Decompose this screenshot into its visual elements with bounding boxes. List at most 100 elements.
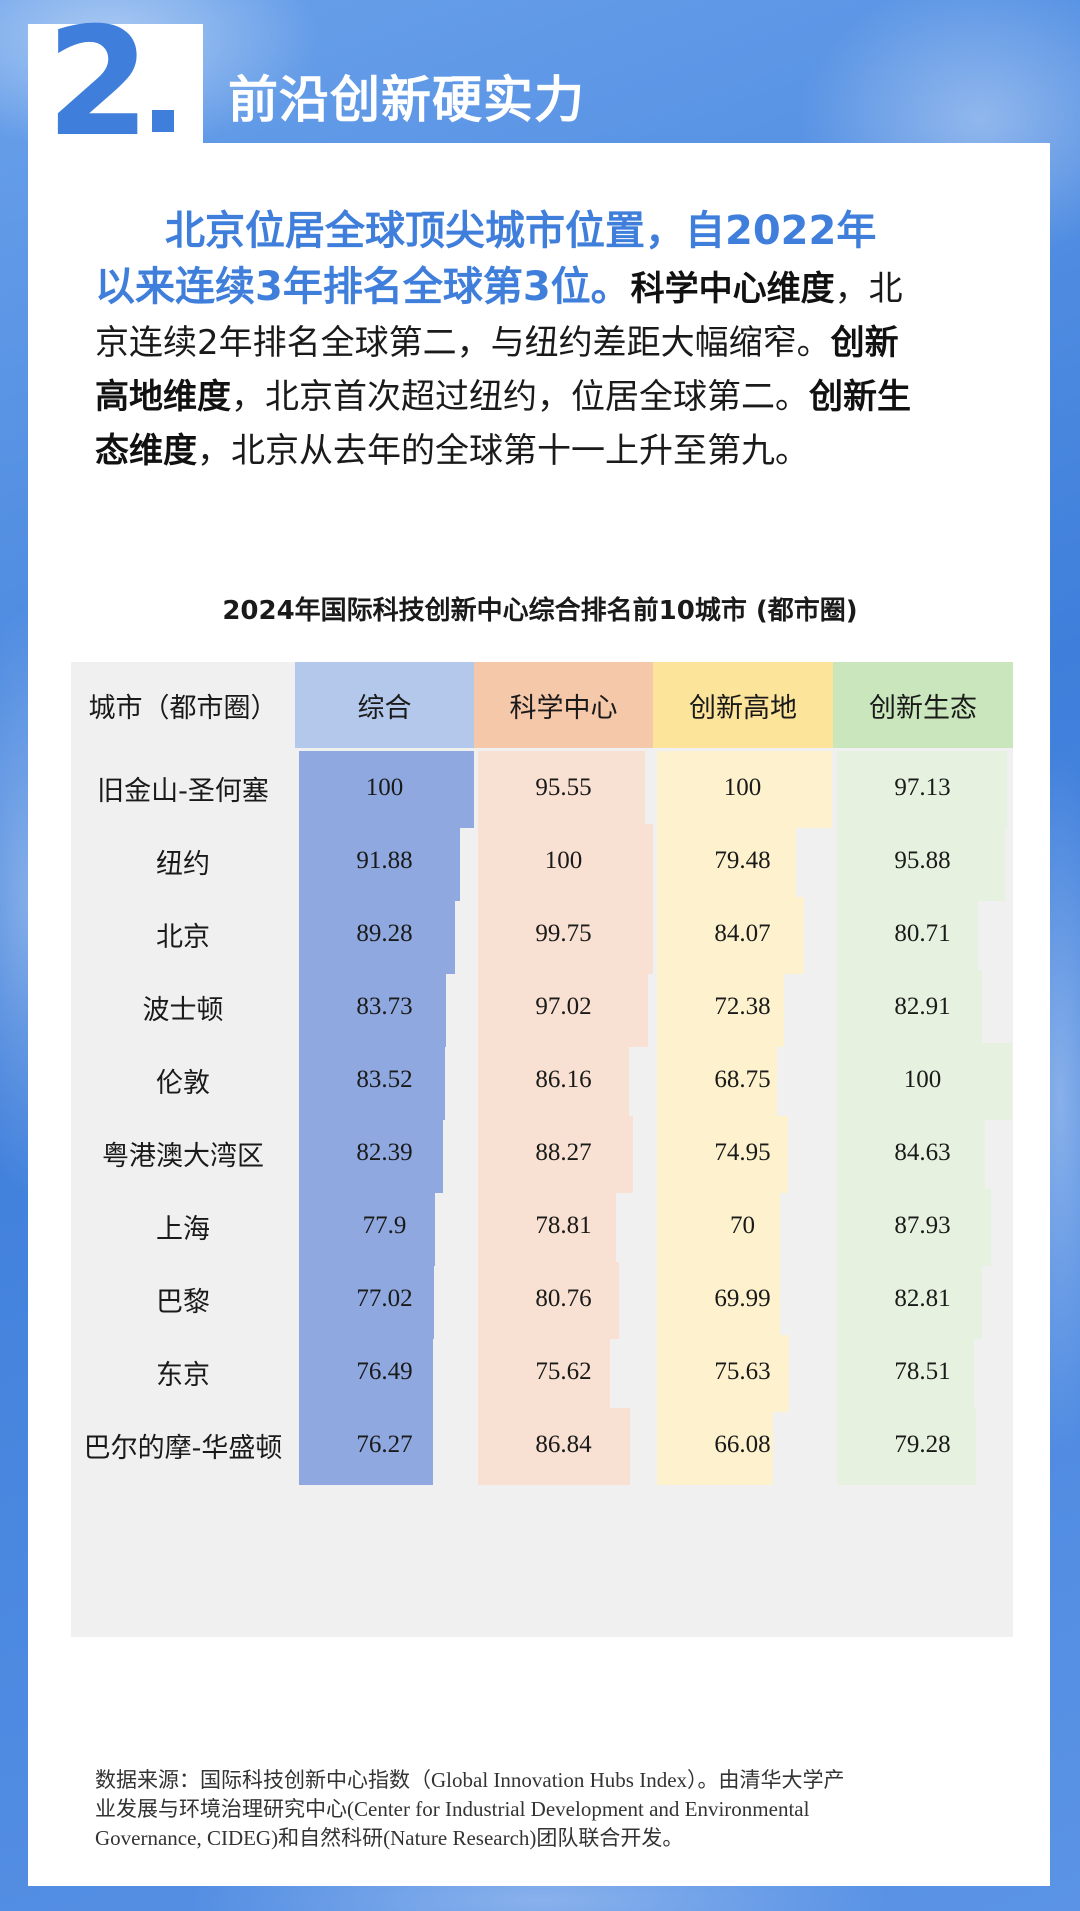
- overall-value: 76.27: [356, 1431, 413, 1458]
- science-center-cell: 80.76: [474, 1259, 653, 1339]
- overall-bar: [299, 1189, 436, 1266]
- city-name: 伦敦: [156, 1067, 210, 1099]
- innovation-ecosystem-value: 79.28: [894, 1431, 951, 1458]
- overall-value: 76.49: [356, 1358, 413, 1385]
- innovation-highland-cell: 75.63: [653, 1332, 833, 1412]
- innovation-highland-cell: 79.48: [653, 821, 833, 901]
- intro-text-d: ，北京从去年的全球第十一上升至第九。: [197, 431, 809, 471]
- innovation-highland-bar: [657, 824, 797, 901]
- city-name: 上海: [156, 1213, 210, 1245]
- table-row: 东京 76.49 75.62 75.63 78.51: [71, 1332, 1013, 1412]
- overall-bar: [299, 824, 460, 901]
- innovation-highland-cell: 69.99: [653, 1259, 833, 1339]
- innovation-highland-value: 66.08: [714, 1431, 771, 1458]
- science-center-value: 97.02: [535, 993, 592, 1020]
- science-center-bar: [478, 1116, 633, 1193]
- innovation-ecosystem-cell: 82.81: [833, 1259, 1013, 1339]
- science-center-bar: [478, 1189, 616, 1266]
- science-center-value: 86.84: [535, 1431, 592, 1458]
- science-center-bar: [478, 751, 646, 828]
- city-name: 旧金山-圣何塞: [97, 775, 269, 807]
- innovation-ecosystem-value: 87.93: [894, 1212, 951, 1239]
- innovation-ecosystem-value: 82.81: [894, 1285, 951, 1312]
- overall-cell: 83.73: [295, 967, 474, 1047]
- innovation-ecosystem-bar: [837, 1408, 976, 1485]
- intro-bold-innovation: 创新: [830, 323, 899, 363]
- table-title: 2024年国际科技创新中心综合排名前10城市 (都市圈): [222, 596, 858, 626]
- innovation-ecosystem-cell: 84.63: [833, 1113, 1013, 1193]
- innovation-ecosystem-bar: [837, 970, 983, 1047]
- overall-cell: 76.49: [295, 1332, 474, 1412]
- innovation-ecosystem-value: 82.91: [894, 993, 951, 1020]
- overall-cell: 91.88: [295, 821, 474, 901]
- science-center-value: 78.81: [535, 1212, 592, 1239]
- science-center-cell: 95.55: [474, 748, 653, 828]
- overall-cell: 89.28: [295, 894, 474, 974]
- overall-value: 83.52: [356, 1066, 413, 1093]
- innovation-ecosystem-cell: 80.71: [833, 894, 1013, 974]
- header-science-center: 科学中心: [474, 662, 653, 748]
- overall-value: 77.02: [356, 1285, 413, 1312]
- innovation-ecosystem-cell: 78.51: [833, 1332, 1013, 1412]
- science-center-cell: 97.02: [474, 967, 653, 1047]
- innovation-highland-value: 84.07: [714, 920, 771, 947]
- intro-bold-science: 科学中心维度: [630, 269, 835, 309]
- overall-bar: [299, 1116, 444, 1193]
- intro-bold-eco: 创新生: [809, 377, 911, 417]
- overall-bar: [299, 1262, 434, 1339]
- innovation-ecosystem-value: 95.88: [894, 847, 951, 874]
- science-center-value: 86.16: [535, 1066, 592, 1093]
- overall-bar: [299, 897, 456, 974]
- overall-bar: [299, 751, 474, 828]
- overall-value: 77.9: [362, 1212, 407, 1239]
- innovation-highland-value: 72.38: [714, 993, 771, 1020]
- innovation-highland-bar: [657, 897, 805, 974]
- city-name: 巴尔的摩-华盛顿: [83, 1432, 283, 1464]
- science-center-bar: [478, 1262, 620, 1339]
- table-row: 北京 89.28 99.75 84.07 80.71: [71, 894, 1013, 974]
- table-row: 上海 77.9 78.81 70 87.93: [71, 1186, 1013, 1266]
- header-overall: 综合: [295, 662, 474, 748]
- science-center-bar: [478, 1043, 629, 1120]
- city-name: 粤港澳大湾区: [102, 1140, 264, 1172]
- science-center-cell: 100: [474, 821, 653, 901]
- intro-text-a: ，北: [834, 269, 903, 309]
- city-name: 北京: [156, 921, 210, 953]
- innovation-highland-bar: [657, 1335, 790, 1412]
- table-row: 粤港澳大湾区 82.39 88.27 74.95 84.63: [71, 1113, 1013, 1193]
- table-row: 巴黎 77.02 80.76 69.99 82.81: [71, 1259, 1013, 1339]
- header-innovation-ecosystem: 创新生态: [833, 662, 1013, 748]
- overall-bar: [299, 1408, 433, 1485]
- overall-value: 91.88: [356, 847, 413, 874]
- innovation-highland-value: 74.95: [714, 1139, 771, 1166]
- intro-text-b: 京连续2年排名全球第二，与纽约差距大幅缩窄。: [95, 323, 831, 363]
- ranking-table: 城市（都市圈） 综合 科学中心 创新高地 创新生态 旧金山-圣何塞 100 95.5…: [71, 662, 1013, 1637]
- section-title: 前沿创新硬实力: [228, 71, 585, 129]
- table-row: 波士顿 83.73 97.02 72.38 82.91: [71, 967, 1013, 1047]
- table-row: 旧金山-圣何塞 100 95.55 100 97.13: [71, 748, 1013, 828]
- header-city: 城市（都市圈）: [71, 662, 295, 748]
- science-center-cell: 75.62: [474, 1332, 653, 1412]
- innovation-highland-value: 79.48: [714, 847, 771, 874]
- science-center-cell: 88.27: [474, 1113, 653, 1193]
- intro-paragraph: 北京位居全球顶尖城市位置，自2022年 以来连续3年排名全球第3位。科学中心维度…: [95, 204, 995, 478]
- science-center-cell: 99.75: [474, 894, 653, 974]
- overall-value: 82.39: [356, 1139, 413, 1166]
- innovation-highland-value: 68.75: [714, 1066, 771, 1093]
- innovation-ecosystem-value: 100: [903, 1066, 942, 1093]
- science-center-bar: [478, 1408, 630, 1485]
- intro-highlight-2: 以来连续3年排名全球第3位。: [95, 264, 631, 310]
- innovation-ecosystem-cell: 79.28: [833, 1405, 1013, 1485]
- city-name: 东京: [156, 1359, 210, 1391]
- table-row: 伦敦 83.52 86.16 68.75 100: [71, 1040, 1013, 1120]
- science-center-cell: 86.16: [474, 1040, 653, 1120]
- overall-cell: 100: [295, 748, 474, 828]
- innovation-highland-cell: 68.75: [653, 1040, 833, 1120]
- innovation-ecosystem-bar: [837, 751, 1007, 828]
- innovation-ecosystem-cell: 82.91: [833, 967, 1013, 1047]
- innovation-ecosystem-bar: [837, 1116, 986, 1193]
- innovation-highland-cell: 72.38: [653, 967, 833, 1047]
- city-name: 波士顿: [142, 994, 224, 1026]
- innovation-highland-cell: 74.95: [653, 1113, 833, 1193]
- overall-bar: [299, 1043, 446, 1120]
